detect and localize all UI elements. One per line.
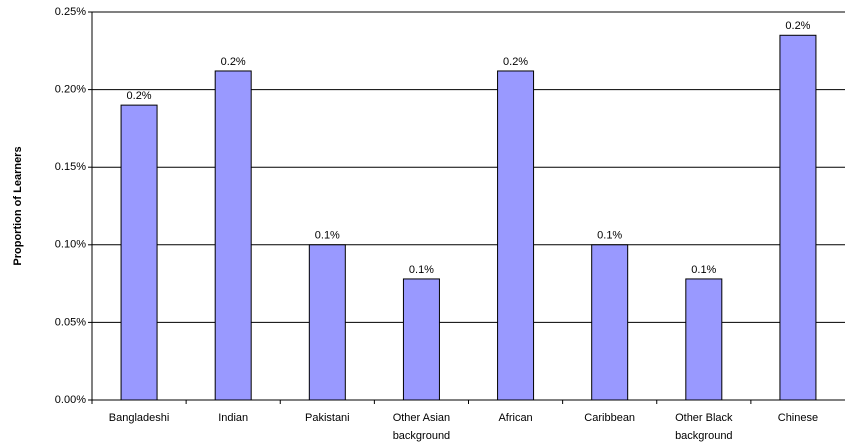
value-label: 0.2% — [503, 56, 528, 68]
x-tick-label: African — [498, 412, 532, 424]
x-tick-label: Caribbean — [584, 412, 635, 424]
value-label: 0.1% — [315, 230, 340, 242]
y-axis-label: Proportion of Learners — [12, 146, 24, 265]
bar — [120, 104, 158, 401]
y-tick-label: 0.10% — [55, 239, 86, 251]
y-tick-label: 0.05% — [55, 316, 86, 328]
bar — [402, 278, 440, 401]
value-label: 0.2% — [221, 56, 246, 68]
bar — [497, 70, 535, 401]
value-label: 0.1% — [409, 264, 434, 276]
value-label: 0.2% — [785, 20, 810, 32]
x-tick-label: Bangladeshi — [109, 412, 170, 424]
y-tick-label: 0.20% — [55, 84, 86, 96]
x-tick-label: Indian — [218, 412, 248, 424]
bar — [591, 244, 629, 401]
y-tick-label: 0.25% — [55, 6, 86, 18]
value-label: 0.1% — [691, 264, 716, 276]
y-tick-label: 0.00% — [55, 394, 86, 406]
value-label: 0.1% — [597, 230, 622, 242]
x-tick-label: Chinese — [778, 412, 818, 424]
x-tick-label: Pakistani — [305, 412, 350, 424]
bar — [685, 278, 723, 401]
bar — [779, 34, 817, 401]
x-tick-label: Other Black background — [675, 412, 733, 442]
y-tick-label: 0.15% — [55, 161, 86, 173]
x-tick-label: Other Asian background — [393, 412, 451, 442]
value-label: 0.2% — [127, 90, 152, 102]
bar — [214, 70, 252, 401]
bar — [308, 244, 346, 401]
